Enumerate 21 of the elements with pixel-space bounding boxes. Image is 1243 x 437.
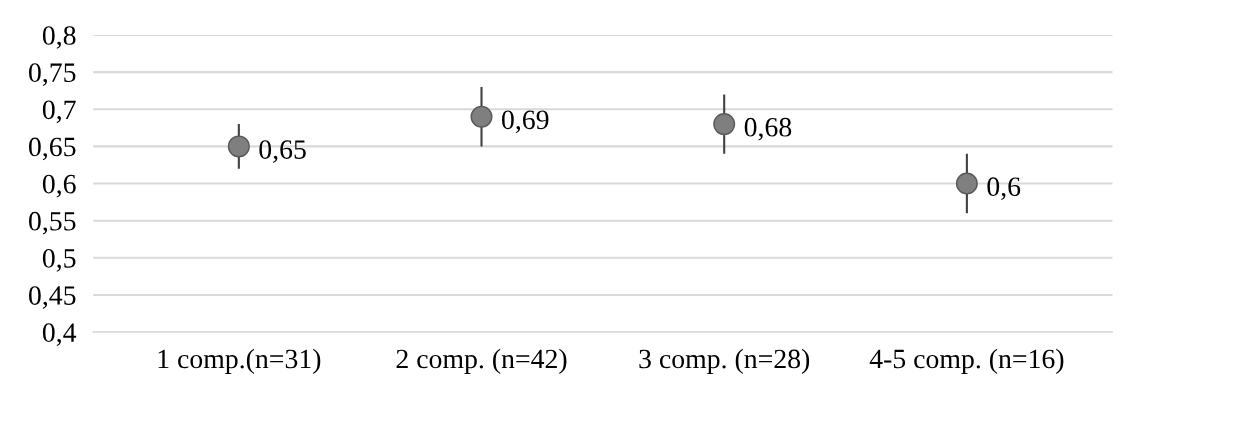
y-tick-label: 0,55 — [29, 211, 76, 235]
y-tick-label: 0,45 — [29, 286, 76, 309]
y-tick-label: 0,4 — [42, 323, 77, 347]
y-tick-label: 0,7 — [42, 100, 76, 124]
point — [470, 105, 493, 128]
data-label: 0,65 — [259, 140, 306, 163]
y-tick-label: 0,75 — [29, 63, 76, 87]
y-tick-label: 0,6 — [42, 174, 76, 198]
y-tick-label: 0,65 — [29, 137, 76, 161]
data-label: 0,69 — [502, 110, 549, 134]
point — [713, 113, 736, 136]
y-tick-label: 0,5 — [42, 249, 76, 272]
x-tick-label: 1 comp.(n=31) — [158, 348, 321, 374]
x-tick-label: 3 comp. (n=28) — [639, 348, 810, 374]
data-label: 0,6 — [987, 177, 1021, 201]
x-tick-label: 4-5 comp. (n=16) — [869, 348, 1064, 374]
data-label: 0,68 — [744, 117, 792, 141]
point — [955, 172, 978, 195]
x-tick-label: 2 comp. (n=42) — [396, 348, 567, 374]
point — [227, 135, 250, 158]
y-tick-label: 0,8 — [42, 26, 76, 49]
